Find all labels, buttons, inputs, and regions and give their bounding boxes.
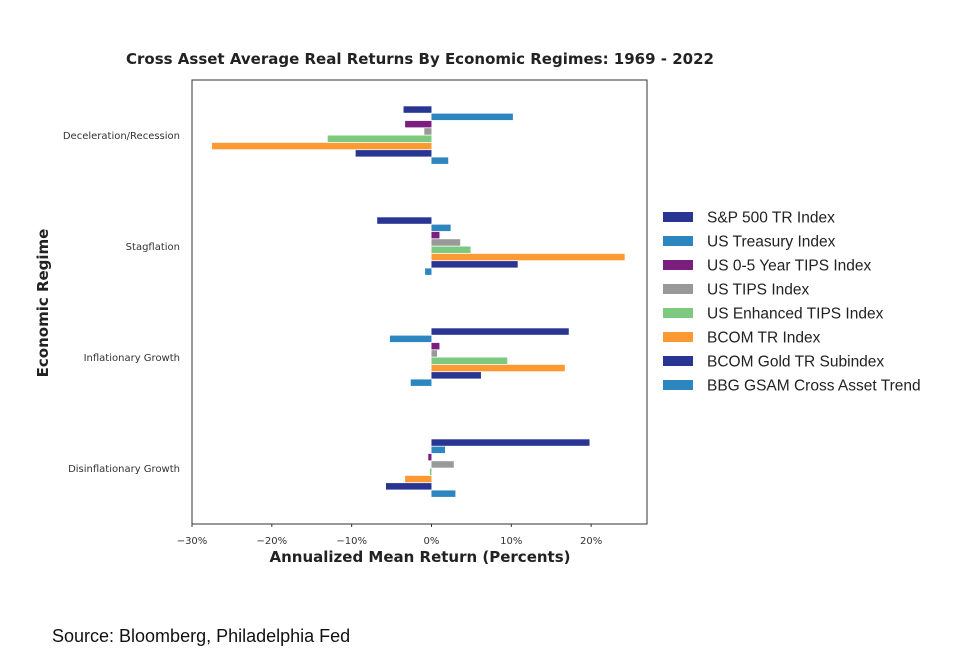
bar-2-6 [431,372,481,379]
legend-label: S&P 500 TR Index [707,210,835,227]
legend-label: US 0-5 Year TIPS Index [707,258,872,275]
bar-0-5 [211,142,432,150]
x-tick-label: 20% [580,536,602,547]
y-category-label: Inflationary Growth [84,353,180,364]
legend-swatch [663,284,693,294]
chart-title: Cross Asset Average Real Returns By Econ… [126,50,714,68]
bars-group [211,106,625,497]
legend-swatch [663,236,693,246]
bar-3-3 [431,461,454,468]
legend-label: US Enhanced TIPS Index [707,306,884,323]
legend-swatch [663,260,693,270]
legend-swatch [663,332,693,342]
bar-2-0 [431,328,569,335]
bar-0-3 [424,128,432,135]
bar-1-0 [377,217,432,224]
bar-2-1 [389,335,432,343]
legend-label: BCOM Gold TR Subindex [707,354,884,371]
x-tick-label: 10% [500,536,522,547]
bar-2-4 [431,357,508,364]
legend-swatch [663,380,693,390]
y-category-label: Deceleration/Recession [63,131,180,142]
bar-3-1 [431,446,446,454]
bar-3-2 [428,453,432,461]
bar-1-1 [431,224,451,232]
x-tick-label: −10% [336,536,367,547]
y-categories: Deceleration/Recession Stagflation Inflati… [63,131,180,475]
bar-1-7 [425,268,432,275]
legend: S&P 500 TR Index US Treasury Index US 0-5 … [663,210,921,395]
legend-swatch [663,212,693,222]
bar-2-5 [431,364,565,372]
legend-label: BCOM TR Index [707,330,821,347]
bar-3-0 [431,439,590,446]
bar-0-4 [327,135,432,142]
bar-0-1 [431,113,513,121]
y-axis-label: Economic Regime [34,229,52,378]
bar-2-7 [410,379,432,386]
bar-2-3 [431,350,438,357]
x-axis-label: Annualized Mean Return (Percents) [269,548,570,566]
bar-1-2 [431,231,440,239]
bar-3-4 [429,468,432,475]
bar-2-2 [431,342,440,350]
bar-0-2 [405,120,432,128]
bar-1-4 [431,246,471,253]
bar-3-5 [405,475,432,483]
bar-0-6 [355,150,432,157]
source-note: Source: Bloomberg, Philadelphia Fed [52,626,351,646]
x-tick-label: −30% [177,536,208,547]
bar-1-3 [431,239,461,246]
bar-1-6 [431,261,518,268]
legend-label: US Treasury Index [707,234,836,251]
y-category-label: Stagflation [126,242,180,253]
plot-frame [191,79,648,525]
x-ticks: −30% −20% −10% 0% 10% 20% [177,524,602,547]
bar-3-7 [431,490,456,497]
bar-3-6 [385,483,432,490]
legend-label: US TIPS Index [707,282,809,299]
legend-label: BBG GSAM Cross Asset Trend [707,378,921,395]
bar-0-0 [403,106,432,113]
bar-1-5 [431,253,625,261]
y-category-label: Disinflationary Growth [68,464,180,475]
x-tick-label: 0% [424,536,440,547]
x-tick-label: −20% [257,536,288,547]
bar-0-7 [431,157,449,164]
legend-swatch [663,356,693,366]
legend-swatch [663,308,693,318]
